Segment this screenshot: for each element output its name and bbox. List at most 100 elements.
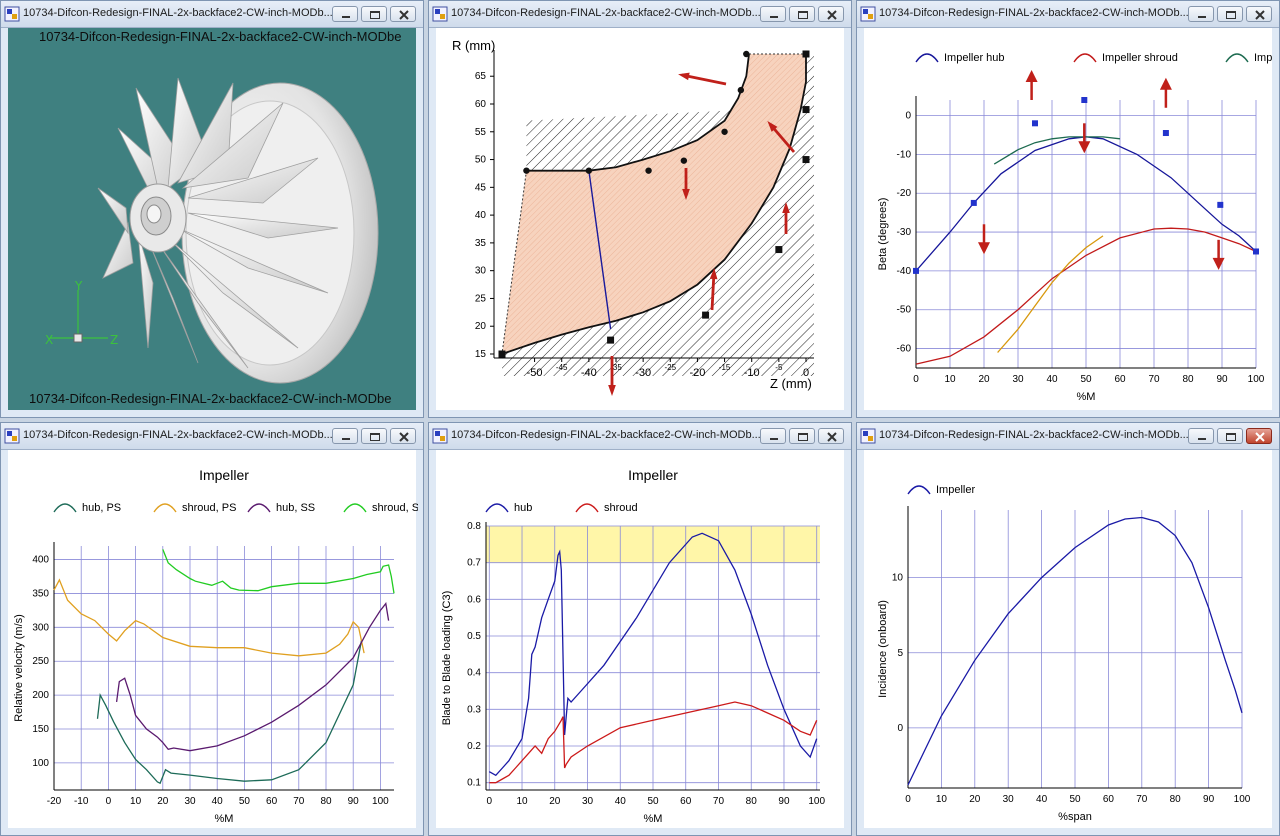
x-tick-label: 20 — [157, 796, 169, 807]
maximize-button[interactable] — [1217, 6, 1243, 22]
minimize-button[interactable] — [1188, 6, 1214, 22]
control-point — [913, 267, 919, 274]
y-tick-label: 45 — [475, 182, 487, 193]
maximize-button[interactable] — [361, 6, 387, 22]
minimize-button[interactable] — [1188, 428, 1214, 444]
x-tick-label: 0 — [905, 794, 911, 805]
incidence-chart[interactable]: 0 10 20 30 40 50 60 70 80 90 100 0 5 10 Impeller %span I… — [864, 450, 1274, 830]
x-tick-label: -30 — [635, 367, 651, 379]
beta-plot-area[interactable]: 0 10 20 30 40 50 60 70 80 90 100 0 -10 -20 -30 -40 -50 -6… — [864, 28, 1272, 410]
y-tick-label: -10 — [897, 149, 912, 160]
control-point — [1253, 248, 1259, 255]
x-tick-label: 10 — [130, 796, 142, 807]
close-button[interactable] — [818, 6, 844, 22]
x-tick-label: 100 — [808, 796, 825, 807]
minimize-button[interactable] — [760, 6, 786, 22]
title-bar[interactable]: 10734-Difcon-Redesign-FINAL-2x-backface2… — [857, 1, 1279, 28]
legend-swatch — [247, 503, 271, 513]
y-tick-label: 200 — [32, 690, 49, 701]
minimize-button[interactable] — [760, 428, 786, 444]
loading-plot-area[interactable]: 0 10 20 30 40 50 60 70 80 90 100 0.1 0.2 0.3 0.4 0.5 0.6… — [436, 450, 844, 828]
x-tick-label: 80 — [320, 796, 332, 807]
x-tick-label: 70 — [713, 796, 725, 807]
legend-label: Imp — [1254, 52, 1272, 64]
x-tick-label: 90 — [348, 796, 360, 807]
maximize-button[interactable] — [789, 428, 815, 444]
title-bar[interactable]: 10734-Difcon-Redesign-FINAL-2x-backface2… — [1, 423, 423, 450]
hub-curve — [501, 54, 807, 355]
x-tick-label: 0 — [913, 374, 919, 385]
loading-chart[interactable]: 0 10 20 30 40 50 60 70 80 90 100 0.1 0.2 0.3 0.4 0.5 0.6… — [436, 450, 846, 830]
series-line — [993, 136, 1121, 165]
impeller-3d-render: Y X Z 10734-Difcon-Redesign-FINAL-2x-bac… — [29, 29, 401, 406]
shroud-control-point — [721, 128, 728, 135]
x-tick-label: -40 — [581, 367, 597, 379]
app-icon — [432, 428, 448, 444]
y-tick-label: 65 — [475, 71, 487, 82]
x-tick-label: -50 — [527, 367, 543, 379]
drag-arrow-head — [678, 72, 690, 81]
incidence-plot-area[interactable]: 0 10 20 30 40 50 60 70 80 90 100 0 5 10 Impeller %span I… — [864, 450, 1272, 828]
title-bar[interactable]: 10734-Difcon-Redesign-FINAL-2x-backface2… — [857, 423, 1279, 450]
shroud-control-point — [680, 157, 688, 164]
drag-arrow-head — [1025, 70, 1038, 82]
legend-swatch — [343, 503, 367, 513]
drag-arrow-head — [1078, 141, 1091, 154]
chart-title: Impeller — [628, 467, 678, 483]
beta-chart[interactable]: 0 10 20 30 40 50 60 70 80 90 100 0 -10 -20 -30 -40 -50 -6… — [864, 28, 1274, 412]
legend-label: shroud, PS — [182, 502, 236, 514]
legend-label: Impeller — [936, 484, 975, 496]
maximize-button[interactable] — [789, 6, 815, 22]
x-tick-label: 40 — [615, 796, 627, 807]
velocity-plot-area[interactable]: -20 -10 0 10 20 30 40 50 60 70 80 90 100 100 150 200 250… — [8, 450, 418, 830]
velocity-window: 10734-Difcon-Redesign-FINAL-2x-backface2… — [0, 422, 424, 836]
close-button[interactable] — [1246, 428, 1272, 444]
y-tick-label: 35 — [475, 238, 487, 249]
y-tick-label: 0.2 — [467, 741, 481, 752]
minimize-button[interactable] — [332, 6, 358, 22]
x-tick-label: 100 — [1248, 374, 1265, 385]
maximize-button[interactable] — [361, 428, 387, 444]
meridional-plot-area[interactable]: R (mm) Z (mm) 15 20 25 30 35 40 45 50 55 60 65 -50-… — [436, 28, 844, 410]
series-line — [915, 136, 1257, 272]
title-bar[interactable]: 10734-Difcon-Redesign-FINAL-2x-backface2… — [429, 423, 851, 450]
legend-swatch — [575, 503, 599, 513]
shroud-control-point — [585, 167, 593, 174]
x-tick-label: -15 — [719, 363, 731, 372]
x-tick-label: 0 — [803, 367, 809, 379]
hub-control-point — [607, 336, 615, 344]
legend-swatch — [1225, 53, 1249, 63]
leading-edge — [588, 170, 612, 330]
title-bar[interactable]: 10734-Difcon-Redesign-FINAL-2x-backface2… — [1, 1, 423, 28]
y-tick-label: 0 — [905, 111, 911, 122]
close-button[interactable] — [1246, 6, 1272, 22]
shroud-control-point — [743, 50, 750, 58]
minimize-button[interactable] — [332, 428, 358, 444]
velocity-chart[interactable]: -20 -10 0 10 20 30 40 50 60 70 80 90 100 100 150 200 250… — [8, 450, 418, 830]
close-button[interactable] — [390, 428, 416, 444]
series-line — [96, 640, 363, 785]
chart-title: Impeller — [199, 467, 249, 483]
series-line — [915, 227, 1257, 365]
hub-control-point — [775, 246, 783, 254]
control-point — [1081, 97, 1088, 103]
x-tick-label: 50 — [239, 796, 251, 807]
close-button[interactable] — [818, 428, 844, 444]
axis-triad-icon: Y X Z — [45, 279, 118, 347]
x-tick-label: 30 — [1003, 794, 1015, 805]
app-icon — [4, 6, 20, 22]
title-bar[interactable]: 10734-Difcon-Redesign-FINAL-2x-backface2… — [429, 1, 851, 28]
x-tick-label: 30 — [582, 796, 594, 807]
app-icon — [860, 428, 876, 444]
legend-swatch — [153, 503, 177, 513]
close-button[interactable] — [390, 6, 416, 22]
meridional-chart[interactable]: R (mm) Z (mm) 1520253035404550556065-50-… — [436, 28, 846, 412]
y-tick-label: 5 — [897, 648, 903, 659]
y-tick-label: 300 — [32, 622, 49, 633]
y-tick-label: 30 — [475, 266, 487, 277]
series-line — [115, 602, 390, 752]
model-viewport[interactable]: Y X Z 10734-Difcon-Redesign-FINAL-2x-bac… — [8, 28, 416, 410]
y-tick-label: -60 — [897, 344, 912, 355]
maximize-button[interactable] — [1217, 428, 1243, 444]
x-tick-label: 20 — [978, 374, 990, 385]
